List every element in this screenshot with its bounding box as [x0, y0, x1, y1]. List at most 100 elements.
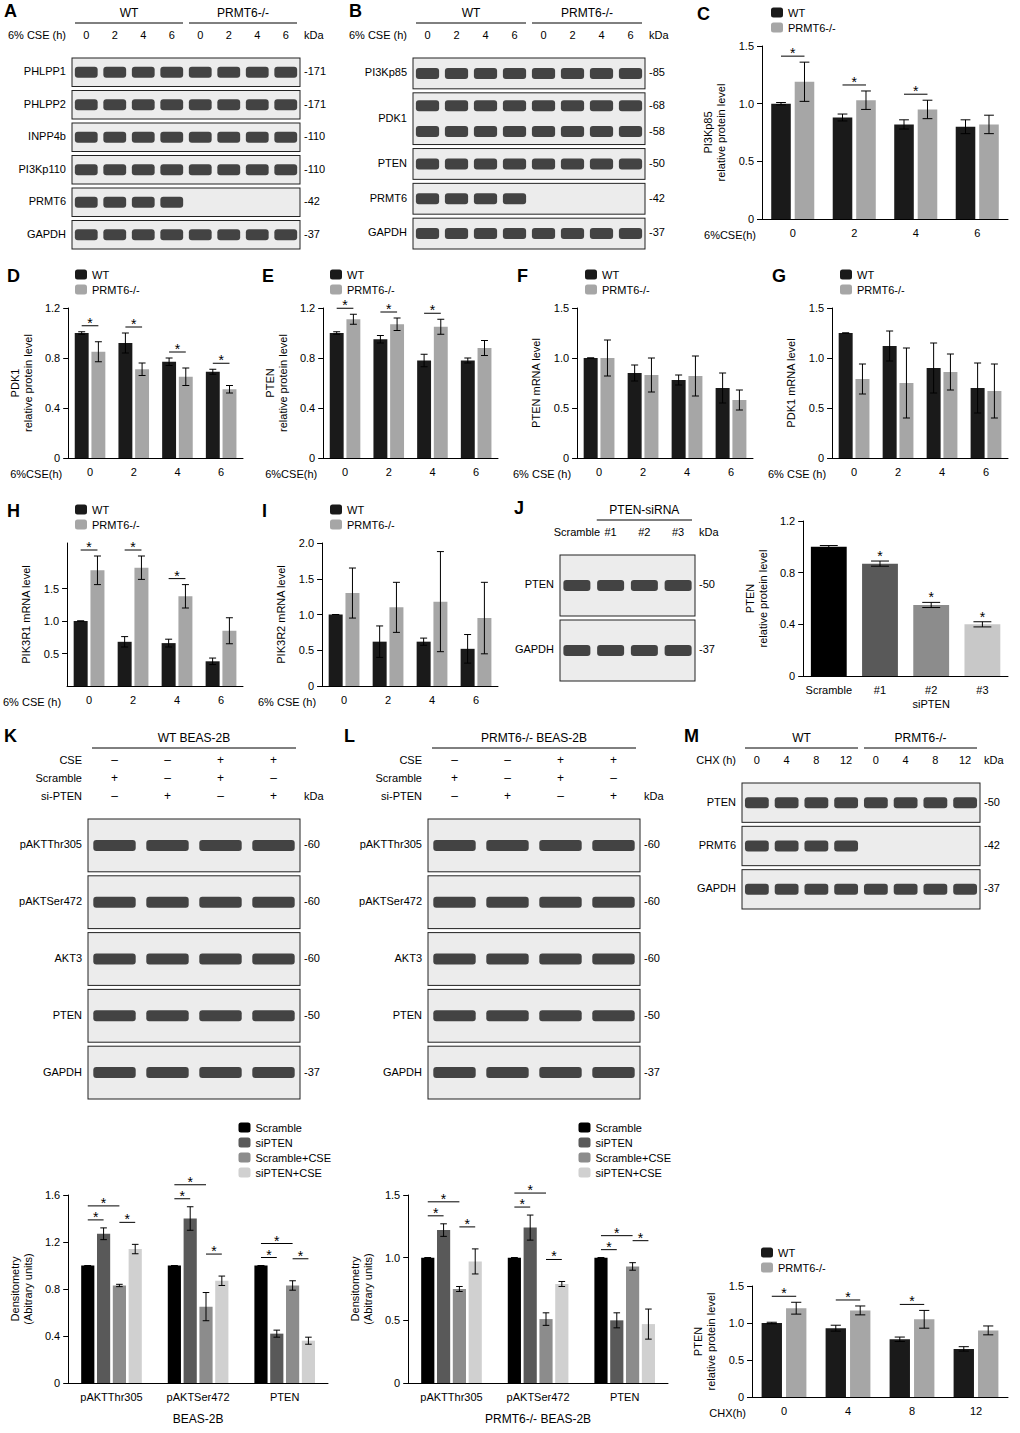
svg-text:J: J — [514, 498, 524, 518]
svg-text:*: * — [781, 1285, 787, 1301]
svg-text:+: + — [557, 771, 564, 785]
svg-text:1.5: 1.5 — [299, 573, 314, 585]
svg-text:siPTEN: siPTEN — [913, 698, 950, 710]
svg-text:+: + — [504, 789, 511, 803]
svg-text:2: 2 — [895, 466, 901, 478]
svg-text:4: 4 — [140, 29, 146, 41]
svg-text:4: 4 — [174, 694, 180, 706]
svg-text:1.5: 1.5 — [729, 1280, 744, 1292]
svg-text:0: 0 — [738, 1391, 744, 1403]
svg-text:WT: WT — [857, 269, 874, 281]
svg-text:8: 8 — [909, 1405, 915, 1417]
svg-text:PRMT6-/-: PRMT6-/- — [92, 519, 140, 531]
svg-text:siPTEN: siPTEN — [255, 1137, 292, 1149]
svg-text:–: – — [164, 771, 171, 785]
svg-text:6: 6 — [627, 29, 633, 41]
svg-text:kDa: kDa — [699, 526, 719, 538]
svg-text:*: * — [130, 539, 136, 555]
svg-text:6% CSE (h): 6% CSE (h) — [3, 696, 61, 708]
svg-text:0.8: 0.8 — [45, 352, 60, 364]
svg-text:4: 4 — [684, 466, 690, 478]
svg-text:+: + — [557, 753, 564, 767]
svg-text:pAKTSer472: pAKTSer472 — [19, 895, 82, 907]
svg-text:PRMT6: PRMT6 — [29, 195, 66, 207]
svg-text:BEAS-2B: BEAS-2B — [173, 1412, 224, 1426]
svg-text:+: + — [217, 753, 224, 767]
svg-text:2: 2 — [130, 694, 136, 706]
svg-text:4: 4 — [598, 29, 604, 41]
svg-text:-37: -37 — [699, 643, 715, 655]
svg-text:0.5: 0.5 — [554, 402, 569, 414]
svg-text:-42: -42 — [304, 195, 320, 207]
svg-text:E: E — [262, 266, 274, 286]
svg-text:PTEN: PTEN — [707, 796, 736, 808]
svg-text:0: 0 — [781, 1405, 787, 1417]
svg-text:pAKTThr305: pAKTThr305 — [80, 1391, 142, 1403]
svg-text:-50: -50 — [304, 1009, 320, 1021]
svg-text:–: – — [164, 753, 171, 767]
svg-text:WT: WT — [602, 269, 619, 281]
svg-text:–: – — [504, 753, 511, 767]
svg-text:PTEN: PTEN — [610, 1391, 639, 1403]
svg-text:*: * — [638, 1230, 644, 1246]
svg-text:*: * — [187, 1174, 193, 1190]
svg-text:6: 6 — [728, 466, 734, 478]
svg-text:–: – — [451, 753, 458, 767]
svg-text:6% CSE (h): 6% CSE (h) — [8, 29, 66, 41]
svg-text:Densitometry: Densitometry — [349, 1256, 361, 1321]
svg-text:–: – — [217, 789, 224, 803]
svg-text:2: 2 — [385, 694, 391, 706]
svg-text:WT: WT — [788, 7, 805, 19]
svg-text:C: C — [697, 4, 710, 24]
svg-text:1.6: 1.6 — [45, 1189, 60, 1201]
svg-text:GAPDH: GAPDH — [383, 1066, 422, 1078]
svg-text:0: 0 — [83, 29, 89, 41]
svg-text:kDa: kDa — [304, 790, 324, 802]
svg-text:0.5: 0.5 — [44, 648, 59, 660]
svg-text:siPTEN: siPTEN — [595, 1137, 632, 1149]
svg-text:(Abitrary units): (Abitrary units) — [22, 1253, 34, 1325]
svg-text:0: 0 — [341, 694, 347, 706]
svg-text:*: * — [928, 589, 934, 605]
svg-text:0.4: 0.4 — [780, 618, 795, 630]
svg-text:1.2: 1.2 — [780, 515, 795, 527]
svg-text:Scramble: Scramble — [36, 772, 82, 784]
svg-text:PHLPP1: PHLPP1 — [24, 65, 66, 77]
svg-text:–: – — [610, 771, 617, 785]
svg-text:0: 0 — [309, 452, 315, 464]
svg-text:0.4: 0.4 — [300, 402, 315, 414]
svg-text:*: * — [980, 609, 986, 625]
svg-text:12: 12 — [959, 754, 971, 766]
svg-text:6% CSE (h): 6% CSE (h) — [349, 29, 407, 41]
svg-text:0: 0 — [424, 29, 430, 41]
svg-text:M: M — [684, 726, 699, 746]
svg-text:*: * — [211, 1243, 217, 1259]
svg-text:1.5: 1.5 — [739, 40, 754, 52]
svg-text:-60: -60 — [644, 895, 660, 907]
svg-text:D: D — [7, 266, 20, 286]
svg-text:*: * — [909, 1293, 915, 1309]
svg-text:siPTEN+CSE: siPTEN+CSE — [255, 1167, 321, 1179]
svg-text:–: – — [111, 789, 118, 803]
svg-text:Scramble+CSE: Scramble+CSE — [255, 1152, 331, 1164]
svg-text:PIK3R2 mRNA level: PIK3R2 mRNA level — [275, 565, 287, 663]
svg-text:PRMT6-/-: PRMT6-/- — [788, 22, 836, 34]
svg-text:2: 2 — [851, 227, 857, 239]
svg-text:6: 6 — [218, 694, 224, 706]
svg-text:1.0: 1.0 — [44, 615, 59, 627]
svg-text:0.8: 0.8 — [300, 352, 315, 364]
svg-text:1.2: 1.2 — [45, 302, 60, 314]
svg-text:2: 2 — [131, 466, 137, 478]
svg-text:K: K — [4, 726, 17, 746]
svg-text:F: F — [517, 266, 528, 286]
svg-text:0: 0 — [851, 466, 857, 478]
svg-text:6% CSE (h): 6% CSE (h) — [768, 468, 826, 480]
svg-text:Scramble: Scramble — [255, 1122, 301, 1134]
svg-text:WT: WT — [347, 504, 364, 516]
svg-text:0: 0 — [818, 452, 824, 464]
svg-text:*: * — [465, 1216, 471, 1232]
svg-text:Scramble: Scramble — [376, 772, 422, 784]
svg-text:PRMT6-/-: PRMT6-/- — [217, 6, 269, 20]
svg-text:+: + — [270, 753, 277, 767]
svg-text:0: 0 — [596, 466, 602, 478]
